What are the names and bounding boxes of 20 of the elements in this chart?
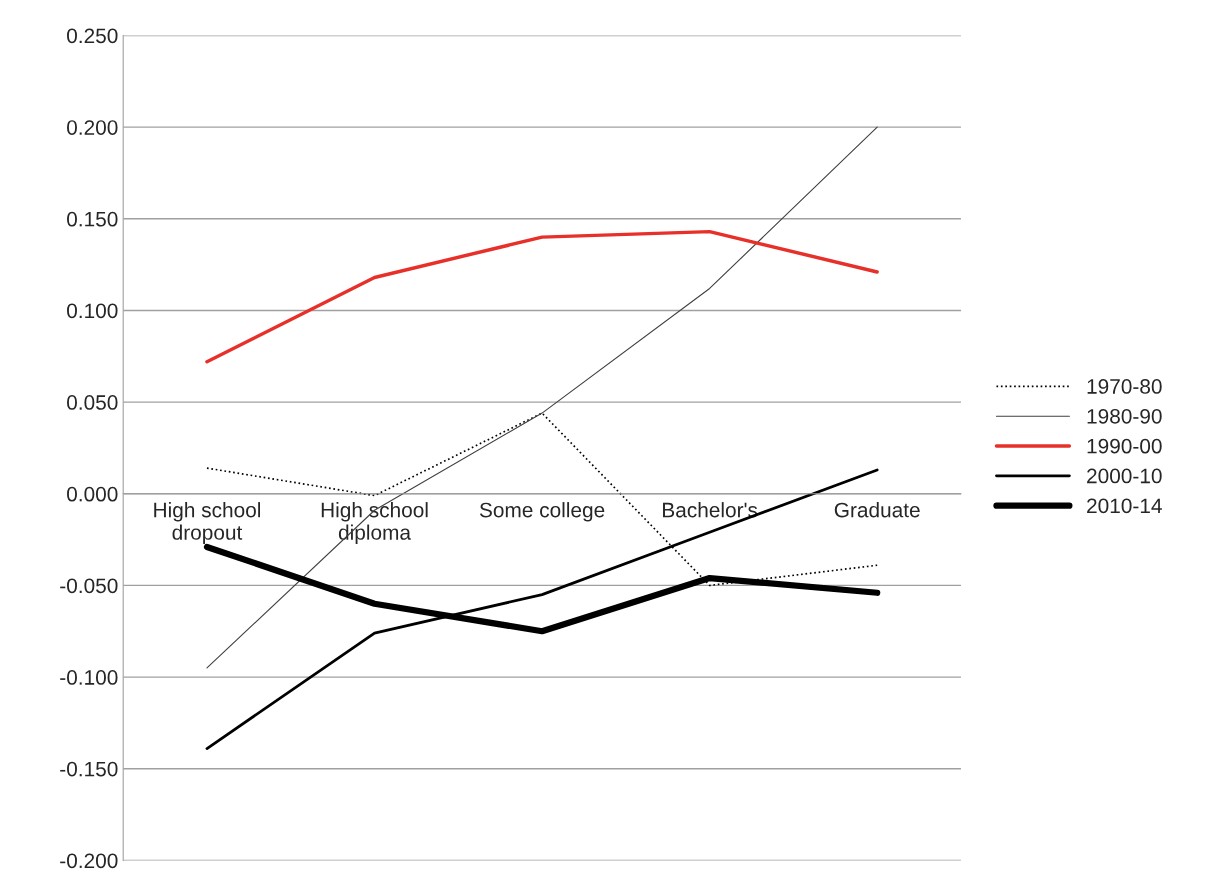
y-tick-label: -0.050 bbox=[60, 578, 118, 594]
y-tick-label: 0.000 bbox=[67, 486, 118, 502]
y-tick-label: 0.250 bbox=[67, 28, 118, 44]
y-tick-label: -0.150 bbox=[60, 761, 118, 777]
y-tick-label: 0.150 bbox=[67, 211, 118, 227]
legend-label: 2010-14 bbox=[1087, 498, 1162, 514]
x-tick-label: Some college bbox=[479, 502, 605, 522]
line-series bbox=[205, 229, 879, 364]
legend-label: 1980-90 bbox=[1087, 408, 1162, 424]
y-tick-label: 0.050 bbox=[67, 395, 118, 410]
x-tick-label: Graduate bbox=[834, 502, 920, 518]
legend-label: 1970-80 bbox=[1087, 379, 1162, 394]
legend-label: 2000-10 bbox=[1087, 468, 1162, 484]
x-tick-label: High school dropout bbox=[154, 502, 261, 544]
y-tick-label: -0.100 bbox=[60, 670, 118, 685]
legend-label: 1990-00 bbox=[1087, 438, 1162, 454]
y-tick-label: 0.100 bbox=[67, 303, 118, 319]
x-tick-label: Bachelor's bbox=[663, 502, 758, 518]
y-tick-label: 0.200 bbox=[67, 120, 118, 135]
y-tick-label: -0.200 bbox=[60, 853, 118, 869]
